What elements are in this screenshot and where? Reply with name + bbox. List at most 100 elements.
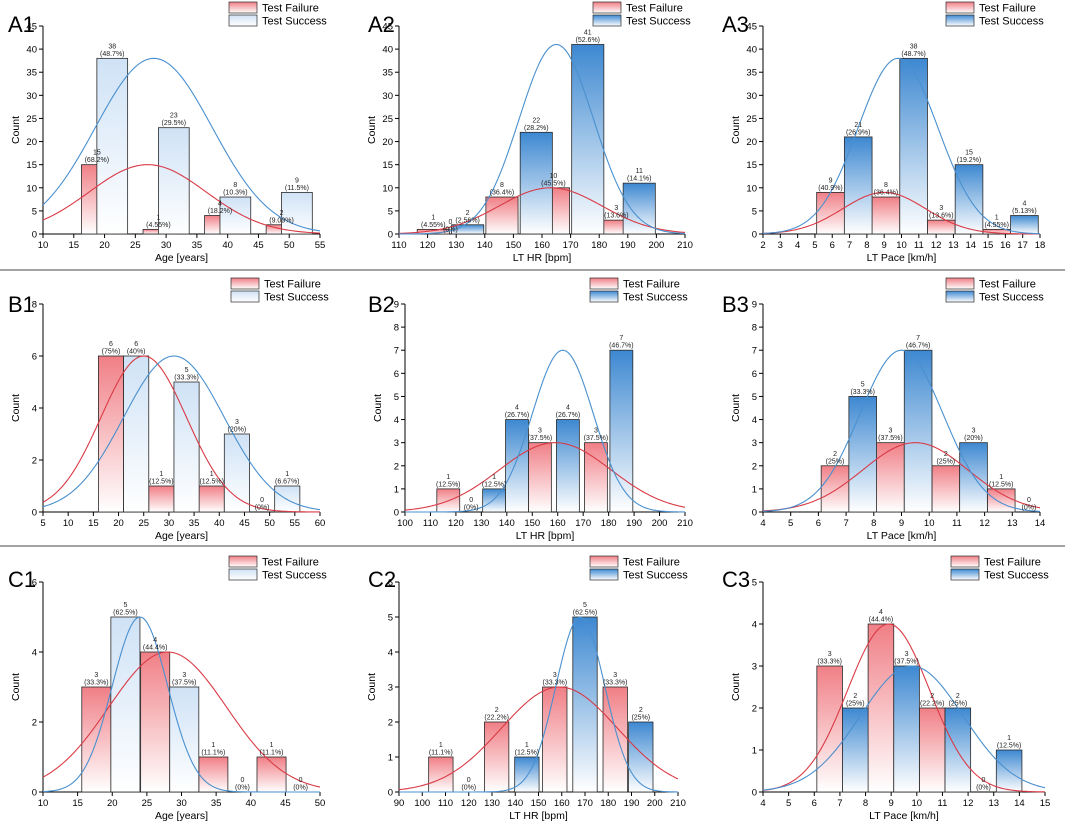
data-label-count: 3 [594,428,598,435]
data-label-percent: (36.4%) [490,190,515,197]
failure-normal-curve [404,442,686,511]
failure-bar [198,756,229,793]
y-tick-label: 5 [388,613,393,624]
success-bar [451,224,485,235]
y-tick-label: 8 [32,300,37,311]
data-label-percent: (37.5%) [878,435,903,442]
legend-failure-swatch [592,1,622,14]
y-tick-label: 25 [26,114,37,125]
legend-success-swatch [589,568,619,581]
data-label-count: 1 [446,474,450,481]
failure-normal-curve [42,355,321,513]
x-tick-label: 180 [600,798,616,809]
legend-failure-swatch [945,277,975,290]
data-label-count: 0 [1027,497,1031,504]
legend-failure-label: Test Failure [984,557,1041,569]
x-tick-label: 15 [983,240,994,251]
x-tick-label: 90 [394,798,405,809]
y-tick-label: 0 [32,508,37,519]
x-tick-label: 60 [315,518,326,529]
x-tick-label: 10 [38,798,49,809]
x-tick-label: 120 [448,518,464,529]
x-tick-label: 55 [290,518,301,529]
x-tick-label: 100 [397,518,413,529]
data-label-count: 2 [495,707,499,714]
x-tick-label: 25 [130,240,141,251]
data-label-percent: (12.5%) [149,479,174,486]
data-label-count: 15 [965,150,973,157]
data-label-percent: (33.3%) [84,680,109,687]
x-tick-label: 190 [624,798,640,809]
x-axis-title: LT HR [bpm] [516,530,575,542]
data-label-percent: (37.5%) [172,680,197,687]
x-tick-label: 210 [677,240,693,251]
legend-success-label: Test Success [264,292,329,304]
failure-bar [198,485,225,513]
legend-success-label: Test Success [262,16,327,28]
y-tick-label: 30 [26,91,37,102]
y-tick-label: 5 [752,206,757,217]
y-tick-label: 0 [388,230,393,241]
y-tick-label: 0 [394,508,399,519]
y-tick-label: 3 [388,683,393,694]
data-label-count: 2 [639,707,643,714]
data-label-percent: (40.9%) [818,185,843,192]
failure-normal-curve [42,164,321,234]
success-bar [848,396,877,513]
legend-success-swatch [945,14,975,27]
data-label-percent: (11.1%) [260,750,284,757]
legend-failure-swatch [228,555,258,568]
data-label-percent: (0%) [235,785,250,792]
data-label-count: 4 [153,637,157,644]
legend-success-label: Test Success [626,16,691,28]
data-label-percent: (26.9%) [846,129,871,136]
data-label-percent: (48.7%) [100,51,125,58]
success-bar [899,57,928,235]
success-normal-curve [405,349,686,513]
data-label-count: 0 [260,497,264,504]
success-normal-curve [42,616,320,793]
x-tick-label: 150 [505,240,521,251]
x-tick-label: 4 [760,518,765,529]
data-label-percent: (0%) [1022,505,1037,512]
x-axis-title: Age [years] [155,252,208,264]
x-tick-label: 160 [554,798,570,809]
data-label-percent: (20%) [228,427,247,434]
y-tick-label: 30 [746,91,757,102]
y-tick-label: 1 [752,484,757,495]
data-label-count: 4 [1022,201,1026,208]
x-axis-title: LT HR [bpm] [513,252,572,264]
data-label-count: 2 [280,210,284,217]
y-tick-label: 40 [746,45,757,56]
data-label-percent: (75%) [102,349,121,356]
legend-failure-label: Test Failure [262,557,319,569]
success-bar [842,707,869,793]
x-tick-label: 110 [391,240,406,251]
x-tick-label: 13 [1007,518,1018,529]
y-tick-label: 3 [752,438,757,449]
y-tick-label: 2 [32,718,37,729]
legend-failure-swatch [950,555,980,568]
failure-bar [918,707,946,793]
failure-bar [528,442,552,513]
x-tick-label: 50 [264,518,275,529]
x-tick-label: 160 [550,518,566,529]
legend-success-swatch [592,14,622,27]
x-tick-label: 25 [142,798,153,809]
legend-failure-swatch [589,555,619,568]
y-tick-label: 1 [388,753,393,764]
x-tick-label: 7 [843,518,848,529]
failure-normal-curve [762,442,1041,512]
y-tick-label: 45 [26,22,37,33]
data-label-count: 3 [905,651,909,658]
data-label-count: 5 [185,367,189,374]
data-label-percent: (33.3%) [850,389,875,396]
data-label-count: 6 [134,341,138,348]
y-tick-label: 10 [382,183,393,194]
data-label-percent: (33.3%) [174,375,199,382]
data-label-percent: (25%) [948,701,967,708]
x-tick-label: 45 [253,240,264,251]
